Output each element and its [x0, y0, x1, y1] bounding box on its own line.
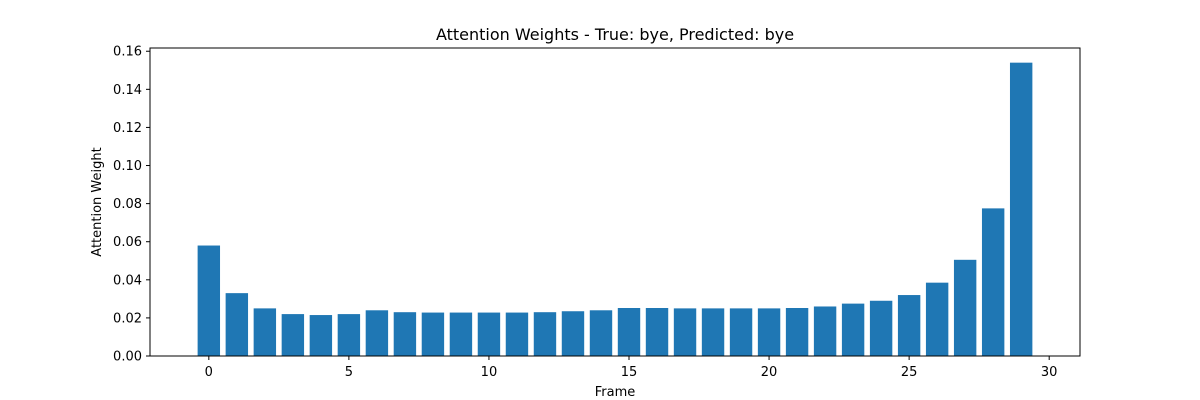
x-axis-label: Frame — [595, 385, 636, 400]
bar-frame-16 — [645, 308, 669, 356]
bar-frame-10 — [477, 312, 501, 356]
y-tick-label: 0.02 — [113, 311, 142, 326]
bar-frame-14 — [589, 310, 613, 356]
bar-frame-21 — [785, 308, 809, 356]
bar-frame-0 — [197, 245, 221, 356]
x-tick-label: 20 — [761, 365, 778, 380]
bar-frame-12 — [533, 312, 557, 356]
y-tick-label: 0.08 — [113, 197, 142, 212]
bar-frame-17 — [673, 308, 697, 356]
bar-frame-24 — [869, 300, 893, 356]
bar-frame-2 — [253, 308, 277, 356]
bar-frame-13 — [561, 311, 585, 356]
bar-frame-26 — [925, 282, 949, 356]
bar-frame-5 — [337, 314, 361, 356]
bar-frame-28 — [981, 208, 1005, 356]
x-tick-label: 30 — [1041, 365, 1058, 380]
bar-frame-22 — [813, 306, 837, 356]
y-tick-label: 0.12 — [113, 121, 142, 136]
x-tick-label: 5 — [345, 365, 353, 380]
bar-frame-25 — [897, 295, 921, 356]
y-tick-label: 0.14 — [113, 83, 142, 98]
bar-frame-23 — [841, 303, 865, 356]
bar-frame-1 — [225, 293, 249, 356]
bar-frame-15 — [617, 308, 641, 356]
x-tick-label: 10 — [481, 365, 498, 380]
y-tick-label: 0.04 — [113, 273, 142, 288]
chart-title: Attention Weights - True: bye, Predicted… — [436, 25, 794, 44]
bar-frame-6 — [365, 310, 389, 356]
bar-frame-27 — [953, 259, 977, 356]
bar-frame-8 — [421, 312, 445, 356]
bar-frame-11 — [505, 312, 529, 356]
y-tick-label: 0.06 — [113, 235, 142, 250]
bar-frame-18 — [701, 308, 725, 356]
bar-frame-9 — [449, 312, 473, 356]
x-tick-label: 25 — [901, 365, 918, 380]
bar-frame-20 — [757, 308, 781, 356]
y-tick-label: 0.16 — [113, 45, 142, 60]
bars-group — [197, 62, 1033, 357]
bar-frame-4 — [309, 315, 333, 356]
y-tick-label: 0.00 — [113, 350, 142, 365]
x-tick-label: 15 — [621, 365, 638, 380]
bar-frame-29 — [1009, 62, 1033, 357]
y-axis-ticks: 0.00 0.02 0.04 0.06 0.08 0.10 0.12 0.14 0.16 — [113, 45, 150, 365]
y-tick-label: 0.10 — [113, 159, 142, 174]
plot-frame — [149, 47, 1081, 357]
x-tick-label: 0 — [205, 365, 213, 380]
x-axis-ticks: 0 5 10 15 20 25 30 — [205, 356, 1058, 380]
y-axis-label: Attention Weight — [90, 147, 105, 256]
bar-frame-7 — [393, 312, 417, 356]
bar-frame-3 — [281, 314, 305, 356]
bar-frame-19 — [729, 308, 753, 356]
